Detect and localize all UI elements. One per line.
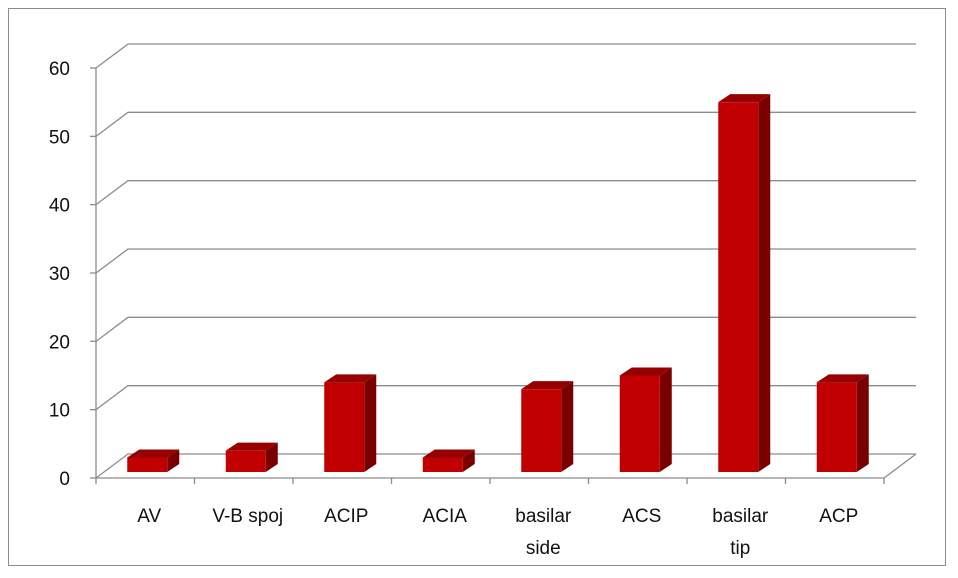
bar-top xyxy=(718,94,771,103)
bar xyxy=(225,442,278,472)
y-tick-label: 0 xyxy=(59,469,70,490)
gridline xyxy=(95,43,916,69)
bar xyxy=(521,381,574,472)
gridline xyxy=(95,248,916,274)
bar xyxy=(324,374,377,472)
x-tick-label-line: ACIA xyxy=(423,506,468,527)
x-tick-label-line: ACP xyxy=(819,506,858,527)
gridline xyxy=(95,180,916,206)
bar-side xyxy=(856,374,869,472)
y-axis-ticks: 0 10 20 30 40 50 60 xyxy=(49,59,96,490)
bar-front xyxy=(619,375,660,472)
floor-right-edge xyxy=(883,453,917,479)
gridline xyxy=(95,385,916,411)
gridline xyxy=(95,316,916,342)
bar-side xyxy=(265,442,278,472)
x-tick-label-line: V-B spoj xyxy=(212,506,283,527)
bar xyxy=(718,94,771,473)
bar xyxy=(816,374,869,472)
bar-side xyxy=(561,381,574,472)
bar-side xyxy=(167,449,180,472)
x-tick-label: AV xyxy=(137,506,161,527)
x-tick-label: ACP xyxy=(819,506,858,527)
x-tick-label: ACIA xyxy=(423,506,468,527)
bar-top xyxy=(619,367,672,376)
chart-walls xyxy=(95,68,917,479)
bar-top xyxy=(324,374,377,383)
bar-side xyxy=(758,94,771,473)
x-tick-label-line: ACIP xyxy=(324,506,368,527)
bar-top xyxy=(816,374,869,383)
bar-top xyxy=(422,449,475,458)
bar xyxy=(422,449,475,472)
bar-top xyxy=(225,442,278,451)
y-tick-label: 40 xyxy=(49,196,70,217)
bar-front xyxy=(816,382,857,472)
x-axis-ticks: AV V-B spoj ACIP ACIA basilar side ACS basilar t… xyxy=(95,478,885,559)
x-tick-label-line: side xyxy=(526,538,561,559)
bar xyxy=(127,449,180,472)
y-tick-label: 20 xyxy=(49,332,70,353)
x-tick-label: basilar tip xyxy=(712,506,769,559)
bar xyxy=(619,367,672,472)
bar-side xyxy=(364,374,377,472)
gridline xyxy=(95,111,916,137)
x-tick-label: ACIP xyxy=(324,506,368,527)
bar-front xyxy=(225,450,266,472)
bars xyxy=(127,94,869,473)
x-tick-label-line: basilar xyxy=(515,506,572,527)
y-tick-label: 60 xyxy=(49,59,70,80)
bar-top xyxy=(521,381,574,390)
gridlines xyxy=(95,43,916,411)
x-tick-label-line: basilar xyxy=(712,506,769,527)
chart-frame xyxy=(8,8,946,566)
bar-side xyxy=(462,449,475,472)
y-tick-label: 10 xyxy=(49,401,70,422)
bar-top xyxy=(127,449,180,458)
x-tick-label-line: tip xyxy=(730,538,750,559)
bar-front xyxy=(127,457,168,472)
bar-front xyxy=(718,102,759,473)
x-tick-label: V-B spoj xyxy=(212,506,283,527)
y-tick-label: 50 xyxy=(49,127,70,148)
x-tick-label: ACS xyxy=(622,506,661,527)
y-tick-label: 30 xyxy=(49,264,70,285)
x-tick-label: basilar side xyxy=(515,506,572,559)
bar-front xyxy=(422,457,463,472)
bar-front xyxy=(324,382,365,472)
x-tick-label-line: ACS xyxy=(622,506,661,527)
floor-back-edge xyxy=(95,453,916,479)
bar-side xyxy=(659,367,672,472)
bar-front xyxy=(521,389,562,472)
x-tick-label-line: AV xyxy=(137,506,161,527)
